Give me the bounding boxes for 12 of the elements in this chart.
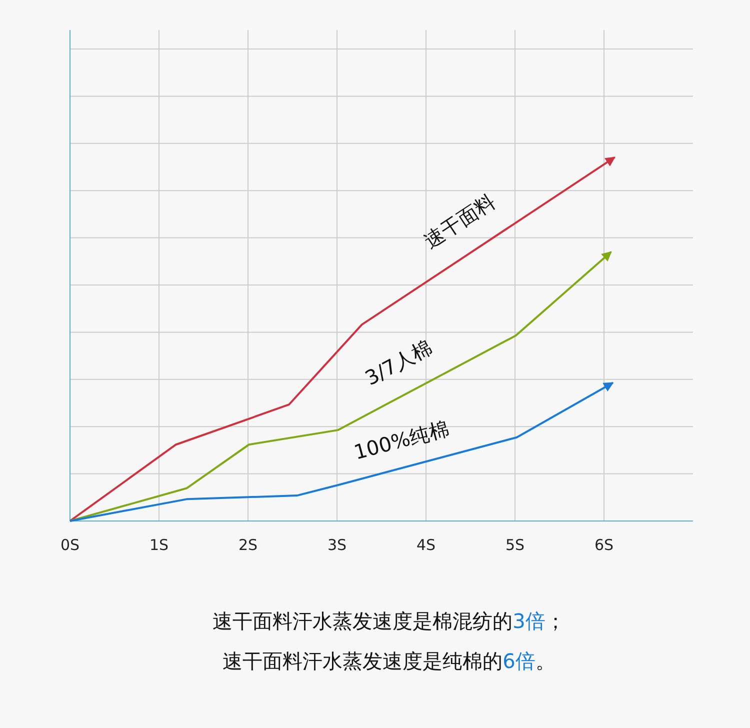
text: 100%纯棉 [351,416,452,464]
x-tick-label: 1S [149,536,169,554]
x-tick-label: 6S [594,536,614,554]
text: 速干面料汗水蒸发速度是纯棉的6倍。 [222,649,556,673]
text: 速干面料 [419,189,500,254]
x-tick-label: 0S [60,536,80,554]
text: 3/7人棉 [361,335,436,390]
x-tick-label: 2S [238,536,258,554]
x-tick-label: 5S [505,536,525,554]
text: 速干面料汗水蒸发速度是棉混纺的3倍； [212,609,566,633]
x-tick-label: 4S [416,536,436,554]
x-tick-label: 3S [327,536,347,554]
